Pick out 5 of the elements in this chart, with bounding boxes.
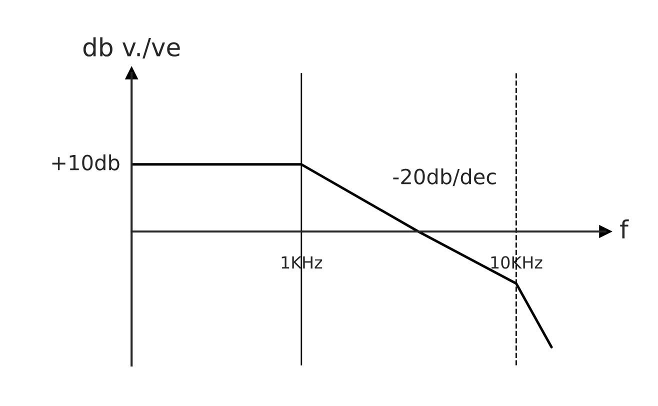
y-axis-title: db v./ve (83, 37, 180, 59)
x-axis-title: f (620, 219, 629, 238)
annotation: -20db/dec (393, 168, 496, 186)
annotation: +10db (52, 154, 120, 170)
x-tick-label: 10KHz (491, 256, 542, 269)
